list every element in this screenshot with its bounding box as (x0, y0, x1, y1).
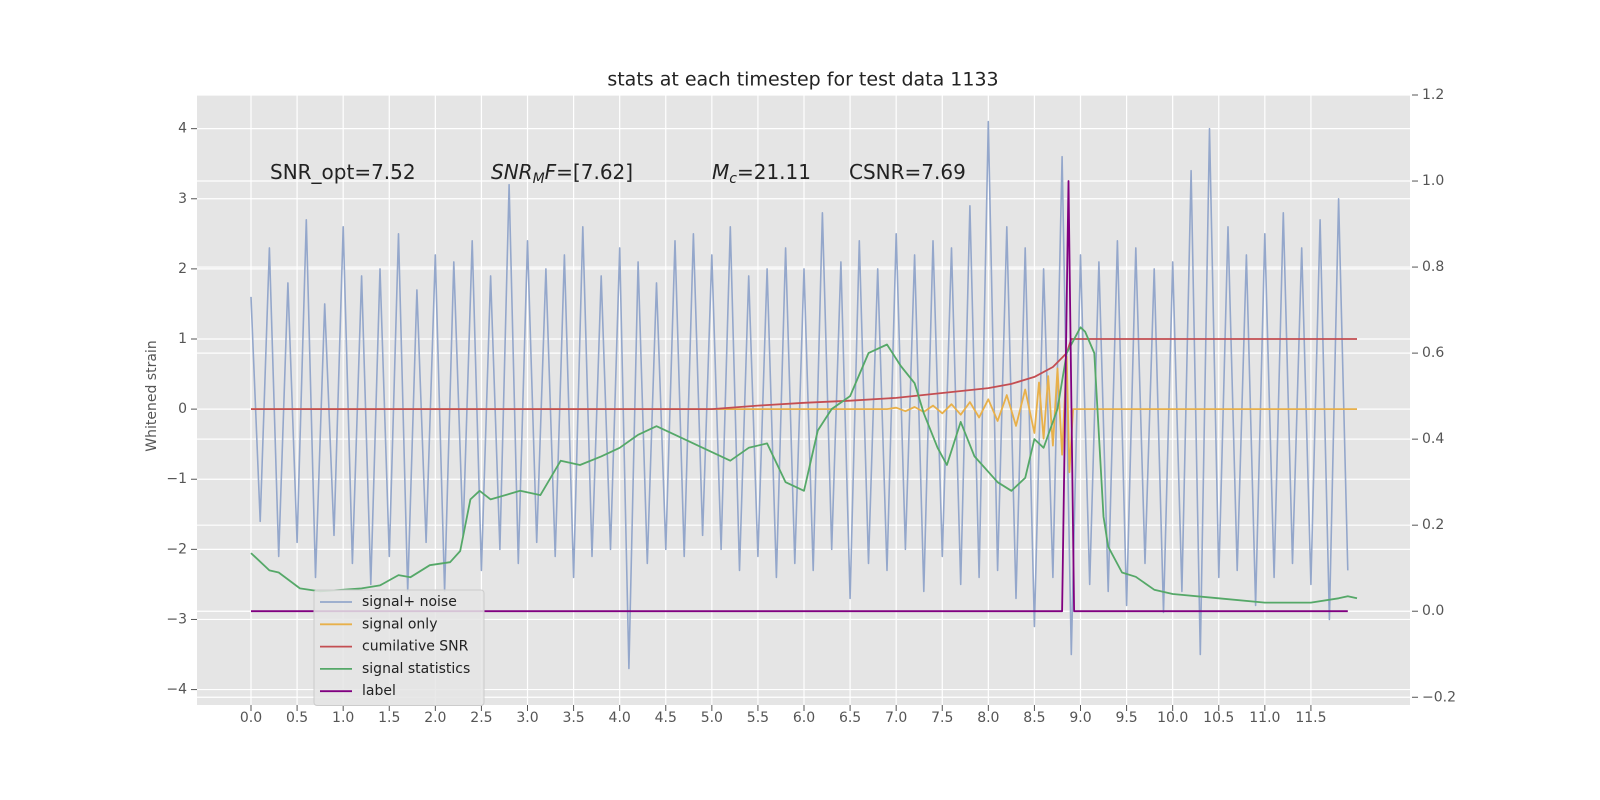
annotation-part: SNR_opt=7.52 (270, 160, 416, 184)
y-tick-label: −3 (166, 611, 187, 627)
y-tick-label: −4 (166, 682, 187, 698)
x-tick-label: 3.0 (516, 710, 538, 726)
x-tick-label: 11.5 (1295, 710, 1326, 726)
x-tick-label: 11.0 (1249, 710, 1280, 726)
series-line (250, 120, 1349, 670)
legend-box (313, 589, 485, 706)
x-tick-label: 6.5 (839, 710, 861, 726)
annotation-part: M (533, 171, 545, 187)
legend: signal+ noise signal only cumilative SNR si… (313, 589, 485, 706)
legend-label: label (362, 683, 396, 699)
x-tick-label: 7.0 (885, 710, 907, 726)
y2-tick-label: 0.0 (1422, 603, 1444, 619)
x-tick-label: 0.5 (286, 710, 308, 726)
annotation-part: M (712, 160, 729, 184)
annotation-part: c (729, 171, 737, 187)
y2-tick-label: −0.2 (1422, 689, 1456, 705)
annotation: SNRMF=[7.62] (491, 160, 633, 188)
legend-label: signal+ noise (362, 594, 457, 610)
annotation: Mc=21.11 (712, 160, 811, 188)
annotation-part: CSNR=7.69 (849, 160, 966, 184)
y-tick-label: 2 (178, 261, 187, 277)
y2-tick-label: 0.4 (1422, 431, 1444, 447)
y-axis-label: Whitened strain (144, 340, 160, 451)
y2-tick-label: 1.0 (1422, 173, 1444, 189)
x-tick-label: 8.0 (977, 710, 999, 726)
x-tick-label: 3.5 (562, 710, 584, 726)
annotation: SNR_opt=7.52 (270, 160, 416, 184)
x-tick-label: 10.0 (1157, 710, 1188, 726)
y-tick-label: 4 (178, 121, 187, 137)
x-tick-label: 2.5 (470, 710, 492, 726)
legend-label: signal only (362, 616, 437, 632)
x-tick-label: 9.0 (1069, 710, 1091, 726)
series-line (251, 355, 1357, 474)
x-tick-label: 5.0 (701, 710, 723, 726)
y2-tick-label: 1.2 (1422, 87, 1444, 103)
y-tick-label: −1 (166, 471, 187, 487)
y-tick-label: −2 (166, 541, 187, 557)
y-tick-label: 0 (178, 401, 187, 417)
y-tick-label: 1 (178, 331, 187, 347)
x-tick-label: 4.0 (609, 710, 631, 726)
legend-label: signal statistics (362, 661, 470, 677)
series-line (251, 338, 1357, 410)
x-tick-label: 4.5 (655, 710, 677, 726)
series-line (250, 326, 1358, 604)
x-tick-label: 10.5 (1203, 710, 1234, 726)
x-tick-label: 8.5 (1023, 710, 1045, 726)
series-line (251, 180, 1348, 613)
foreground: 0.0 0.5 1.0 1.5 2.0 2.5 3.0 3.5 4.0 4.5 5.0 5.5 6.0 6… (166, 87, 1456, 726)
x-tick-label: 2.0 (424, 710, 446, 726)
x-tick-label: 6.0 (793, 710, 815, 726)
y2-tick-label: 0.2 (1422, 517, 1444, 533)
x-tick-label: 0.0 (240, 710, 262, 726)
annotation-part: SNR (491, 160, 533, 184)
x-tick-label: 7.5 (931, 710, 953, 726)
legend-label: cumilative SNR (362, 639, 469, 655)
x-tick-label: 5.5 (747, 710, 769, 726)
x-tick-label: 1.0 (332, 710, 354, 726)
y2-tick-label: 0.6 (1422, 345, 1444, 361)
x-tick-label: 1.5 (378, 710, 400, 726)
chart-title: stats at each timestep for test data 113… (607, 69, 998, 91)
y2-tick-label: 0.8 (1422, 259, 1444, 275)
annotation-part: =[7.62] (556, 160, 633, 184)
marks (250, 120, 1358, 670)
y-tick-label: 3 (178, 191, 187, 207)
annotation: CSNR=7.69 (849, 160, 966, 184)
x-tick-label: 9.5 (1115, 710, 1137, 726)
annotation-part: F (545, 160, 557, 184)
annotation-part: =21.11 (737, 160, 811, 184)
